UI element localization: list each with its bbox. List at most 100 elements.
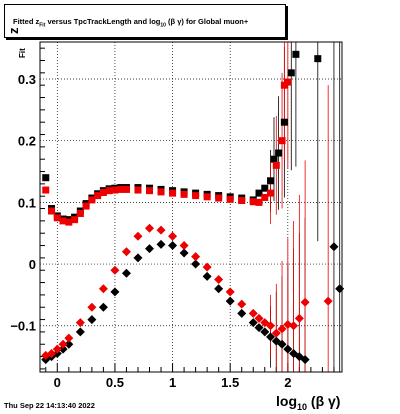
marker-1-22 bbox=[215, 194, 223, 202]
marker-0-32 bbox=[287, 69, 295, 77]
marker-2-13 bbox=[168, 241, 178, 251]
marker-3-18 bbox=[225, 287, 235, 297]
marker-1-8 bbox=[88, 196, 96, 204]
y-tick-label-3: 0.2 bbox=[18, 134, 36, 149]
marker-1-7 bbox=[82, 202, 90, 210]
marker-2-14 bbox=[179, 248, 189, 258]
marker-3-20 bbox=[248, 308, 258, 318]
x-tick-label-0: 0 bbox=[54, 375, 61, 390]
marker-1-26 bbox=[255, 198, 263, 206]
marker-1-9 bbox=[94, 192, 102, 200]
marker-1-28 bbox=[267, 189, 275, 197]
marker-3-21 bbox=[254, 313, 264, 323]
marker-1-32 bbox=[284, 78, 292, 86]
marker-3-25 bbox=[277, 324, 287, 334]
marker-0-33 bbox=[292, 50, 300, 58]
marker-1-3 bbox=[59, 217, 67, 225]
marker-1-2 bbox=[53, 214, 61, 222]
marker-3-28 bbox=[294, 313, 304, 323]
marker-3-9 bbox=[121, 247, 131, 257]
marker-1-10 bbox=[99, 189, 107, 197]
marker-3-17 bbox=[214, 274, 224, 284]
marker-2-30 bbox=[329, 242, 339, 252]
marker-1-21 bbox=[203, 193, 211, 201]
chart-title: Fitted zFit versus TpcTrackLength and lo… bbox=[4, 4, 286, 38]
marker-2-25 bbox=[277, 339, 287, 349]
marker-3-30 bbox=[323, 296, 333, 306]
marker-3-5 bbox=[75, 318, 85, 328]
marker-2-31 bbox=[335, 284, 345, 294]
marker-0-26 bbox=[255, 189, 263, 197]
timestamp: Thu Sep 22 14:13:40 2022 bbox=[4, 401, 95, 410]
marker-2-4 bbox=[64, 339, 74, 349]
marker-3-27 bbox=[289, 321, 299, 331]
marker-2-10 bbox=[133, 253, 143, 263]
marker-1-23 bbox=[226, 195, 234, 203]
marker-1-15 bbox=[134, 186, 142, 194]
marker-2-3 bbox=[58, 344, 68, 354]
marker-3-16 bbox=[202, 262, 212, 272]
marker-3-6 bbox=[87, 302, 97, 312]
y-tick-label-2: 0.1 bbox=[18, 195, 36, 210]
marker-2-7 bbox=[98, 302, 108, 312]
marker-2-5 bbox=[75, 327, 85, 337]
marker-2-23 bbox=[266, 332, 276, 342]
y-tick-label-4: 0.3 bbox=[18, 72, 36, 87]
marker-2-19 bbox=[237, 308, 247, 318]
marker-0-31 bbox=[280, 118, 288, 126]
marker-2-22 bbox=[260, 327, 270, 337]
marker-1-16 bbox=[146, 187, 154, 195]
marker-1-17 bbox=[157, 188, 165, 196]
x-axis-label: log10 (β γ) bbox=[276, 393, 341, 412]
marker-3-10 bbox=[133, 231, 143, 241]
marker-1-25 bbox=[249, 198, 257, 206]
marker-3-12 bbox=[156, 225, 166, 235]
marker-2-8 bbox=[110, 287, 120, 297]
marker-2-6 bbox=[87, 315, 97, 325]
marker-3-13 bbox=[168, 231, 178, 241]
marker-3-15 bbox=[191, 252, 201, 262]
marker-1-18 bbox=[169, 189, 177, 197]
marker-1-4 bbox=[65, 218, 73, 226]
marker-2-18 bbox=[225, 296, 235, 306]
marker-3-4 bbox=[64, 333, 74, 343]
marker-2-20 bbox=[248, 318, 258, 328]
marker-3-3 bbox=[58, 339, 68, 349]
marker-3-2 bbox=[52, 344, 62, 354]
marker-1-12 bbox=[111, 186, 119, 194]
marker-1-6 bbox=[76, 209, 84, 217]
x-tick-label-2: 1 bbox=[169, 375, 176, 390]
marker-3-19 bbox=[237, 299, 247, 309]
marker-1-14 bbox=[122, 185, 130, 193]
marker-0-0 bbox=[42, 174, 50, 182]
y-tick-label-1: 0 bbox=[29, 257, 36, 272]
x-tick-label-4: 2 bbox=[284, 375, 291, 390]
marker-0-29 bbox=[270, 155, 278, 163]
plot-frame bbox=[39, 41, 343, 373]
x-tick-label-1: 0.5 bbox=[106, 375, 124, 390]
marker-1-11 bbox=[105, 187, 113, 195]
marker-1-0 bbox=[42, 186, 50, 194]
marker-1-24 bbox=[238, 197, 246, 205]
marker-0-34 bbox=[314, 55, 322, 63]
y-tick-label-0: −0.1 bbox=[10, 319, 36, 334]
marker-3-11 bbox=[145, 223, 155, 233]
marker-2-17 bbox=[214, 284, 224, 294]
marker-2-21 bbox=[254, 323, 264, 333]
marker-2-12 bbox=[156, 239, 166, 249]
marker-1-20 bbox=[192, 192, 200, 200]
marker-2-15 bbox=[191, 259, 201, 269]
marker-3-26 bbox=[283, 320, 293, 330]
marker-1-5 bbox=[71, 216, 79, 224]
marker-3-14 bbox=[179, 241, 189, 251]
marker-3-8 bbox=[110, 265, 120, 275]
marker-1-30 bbox=[278, 137, 286, 145]
marker-0-27 bbox=[261, 184, 269, 192]
marker-3-1 bbox=[47, 348, 57, 358]
marker-3-23 bbox=[266, 321, 276, 331]
marker-1-1 bbox=[48, 207, 56, 215]
marker-3-24 bbox=[271, 328, 281, 338]
marker-1-19 bbox=[180, 190, 188, 198]
marker-1-29 bbox=[272, 161, 280, 169]
